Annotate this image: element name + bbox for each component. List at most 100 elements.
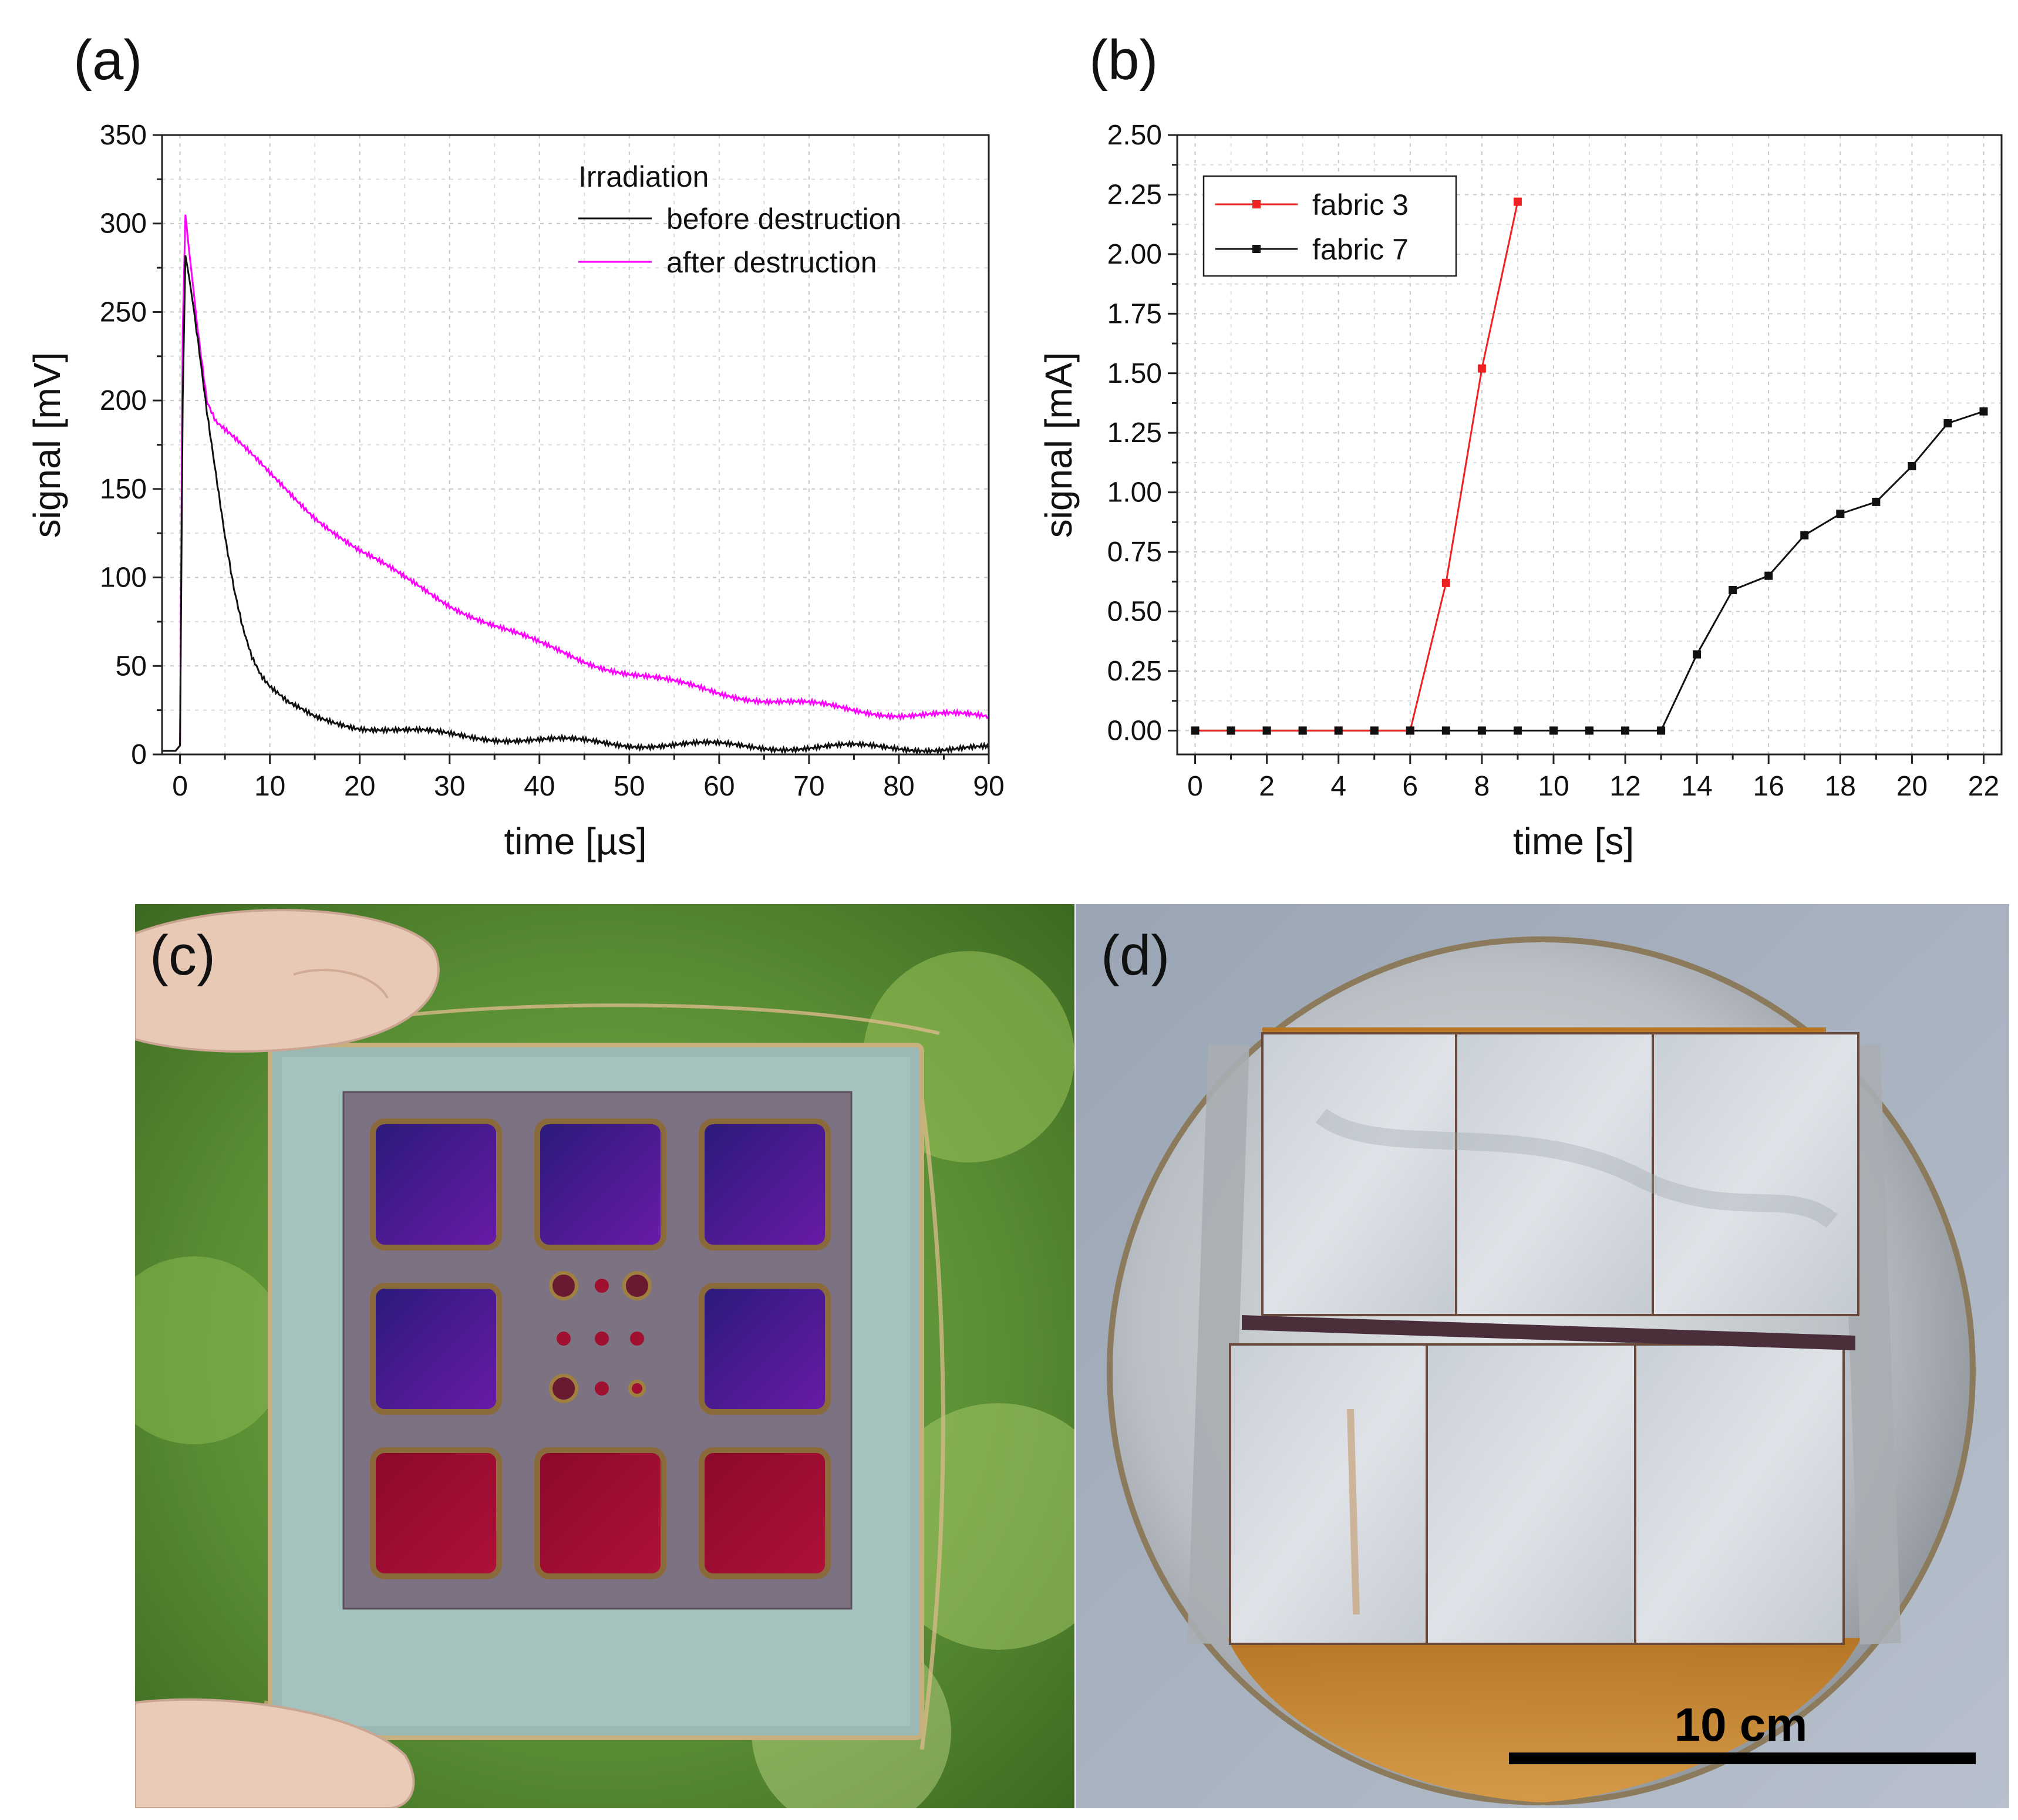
module-cell xyxy=(1652,1032,1859,1316)
module-cell-grid xyxy=(1229,1032,1859,1645)
x-tick-label: 14 xyxy=(1681,771,1712,802)
data-point-fabric-7 xyxy=(1979,407,1988,416)
data-point-fabric-3 xyxy=(1513,197,1522,206)
legend-label-after-destruction: after destruction xyxy=(666,246,877,279)
data-point-fabric-7 xyxy=(1872,497,1881,506)
data-point-fabric-7 xyxy=(1227,726,1235,735)
contact-dot xyxy=(549,1374,578,1403)
x-tick-label: 20 xyxy=(344,771,375,802)
data-point-fabric-7 xyxy=(1370,726,1379,735)
y-tick-label: 300 xyxy=(100,208,147,240)
x-tick-label: 20 xyxy=(1896,771,1928,802)
legend-label-fabric-7: fabric 7 xyxy=(1312,233,1409,266)
x-tick-label: 12 xyxy=(1609,771,1640,802)
legend-title: Irradiation xyxy=(578,160,709,193)
panel-b-ticks: 0 2 4 6 8 10 12 14 16 18 20 22 0.00 0.25 0.50 0.75 1.00 1… xyxy=(1107,120,2000,802)
data-point-fabric-7 xyxy=(1943,419,1952,427)
y-tick-label: 1.50 xyxy=(1107,358,1162,389)
legend-marker-fabric-3 xyxy=(1252,200,1261,208)
x-tick-label: 2 xyxy=(1259,771,1275,802)
x-tick-label: 0 xyxy=(172,771,188,802)
data-point-fabric-7 xyxy=(1764,571,1773,580)
x-tick-label: 90 xyxy=(973,771,1004,802)
x-tick-label: 0 xyxy=(1187,771,1203,802)
legend-label-before-destruction: before destruction xyxy=(666,203,901,235)
panel-b-legend: fabric 3 fabric 7 xyxy=(1202,175,1457,277)
x-tick-label: 10 xyxy=(1538,771,1569,802)
solar-cell-grid xyxy=(370,1118,831,1579)
data-point-fabric-7 xyxy=(1191,726,1200,735)
module-cell xyxy=(1426,1343,1645,1645)
finger-top xyxy=(135,909,440,1053)
x-tick-label: 80 xyxy=(883,771,914,802)
contact-dot xyxy=(595,1332,609,1346)
panel-d-photo: 10 cm (d) xyxy=(1076,904,2009,1808)
data-point-fabric-7 xyxy=(1477,726,1486,735)
panel-a-legend: Irradiation before destruction after des… xyxy=(578,160,901,279)
solar-cell xyxy=(699,1283,831,1415)
legend-marker-fabric-7 xyxy=(1252,245,1261,253)
data-point-fabric-7 xyxy=(1585,726,1593,735)
fiber-strand xyxy=(1347,1408,1360,1615)
fiber-edge-right xyxy=(914,1056,945,1750)
solar-cell xyxy=(699,1447,831,1579)
y-tick-label: 0.50 xyxy=(1107,596,1162,628)
y-tick-label: 2.00 xyxy=(1107,239,1162,270)
y-tick-label: 1.00 xyxy=(1107,477,1162,508)
y-tick-label: 200 xyxy=(100,385,147,416)
y-tick-label: 100 xyxy=(100,562,147,594)
panel-b-label: (b) xyxy=(1089,29,1158,92)
module-cell xyxy=(1229,1343,1440,1645)
panel-c-label: (c) xyxy=(150,924,215,987)
y-tick-label: 2.50 xyxy=(1107,120,1162,151)
y-tick-label: 0 xyxy=(131,739,147,770)
data-point-fabric-7 xyxy=(1657,726,1666,735)
legend-label-fabric-3: fabric 3 xyxy=(1312,188,1409,221)
y-tick-label: 0.00 xyxy=(1107,715,1162,746)
solar-cell xyxy=(370,1447,502,1579)
panel-b-y-axis-title: signal [mA] xyxy=(1037,352,1080,538)
panel-a-ticks: 0 10 20 30 40 50 60 70 80 90 0 50 100 150 200 250 300 350 xyxy=(100,120,1005,802)
contact-dot xyxy=(595,1279,609,1293)
x-tick-label: 16 xyxy=(1753,771,1784,802)
data-point-fabric-3 xyxy=(1477,364,1486,373)
y-tick-label: 1.75 xyxy=(1107,298,1162,329)
surface-stain xyxy=(1315,1108,1838,1228)
series-line-fabric-3 xyxy=(1195,201,1519,732)
panel-a: (a) 0 10 20 30 40 50 60 70 80 90 0 50 100 150 200 250 30… xyxy=(26,29,1005,862)
panel-a-grid xyxy=(162,134,989,755)
y-tick-label: 350 xyxy=(100,120,147,151)
y-tick-label: 2.25 xyxy=(1107,179,1162,210)
data-point-fabric-7 xyxy=(1836,510,1845,518)
scale-bar xyxy=(1509,1752,1976,1764)
y-tick-label: 50 xyxy=(116,651,147,682)
busbar xyxy=(1242,1315,1855,1350)
side-strap-left xyxy=(1187,1044,1249,1644)
panel-b: (b) 0 2 4 6 8 10 12 14 16 18 20 22 0.00 0.25 0.50 0.75 1… xyxy=(1037,29,2003,862)
series-line-after-destruction xyxy=(162,214,989,752)
data-point-fabric-7 xyxy=(1549,726,1558,735)
data-point-fabric-7 xyxy=(1908,462,1916,471)
solar-cell xyxy=(370,1118,502,1251)
x-tick-label: 40 xyxy=(524,771,555,802)
x-tick-label: 60 xyxy=(703,771,735,802)
y-tick-label: 1.25 xyxy=(1107,417,1162,449)
panel-d-label: (d) xyxy=(1101,924,1170,987)
center-contacts xyxy=(549,1271,652,1403)
solar-cell xyxy=(370,1283,502,1415)
x-tick-label: 8 xyxy=(1474,771,1490,802)
contact-dot xyxy=(628,1380,646,1397)
contact-dot xyxy=(549,1271,578,1300)
finger-bottom xyxy=(135,1698,415,1808)
contact-dot xyxy=(557,1332,571,1346)
data-point-fabric-7 xyxy=(1693,650,1702,659)
y-tick-label: 0.25 xyxy=(1107,656,1162,687)
bokeh-blob xyxy=(135,1256,288,1444)
contact-dot xyxy=(622,1271,652,1300)
series-line-before-destruction xyxy=(162,255,989,754)
x-tick-label: 4 xyxy=(1330,771,1346,802)
solar-cell xyxy=(534,1447,666,1579)
scale-bar-label: 10 cm xyxy=(1675,1698,1808,1751)
solar-cell xyxy=(699,1118,831,1251)
